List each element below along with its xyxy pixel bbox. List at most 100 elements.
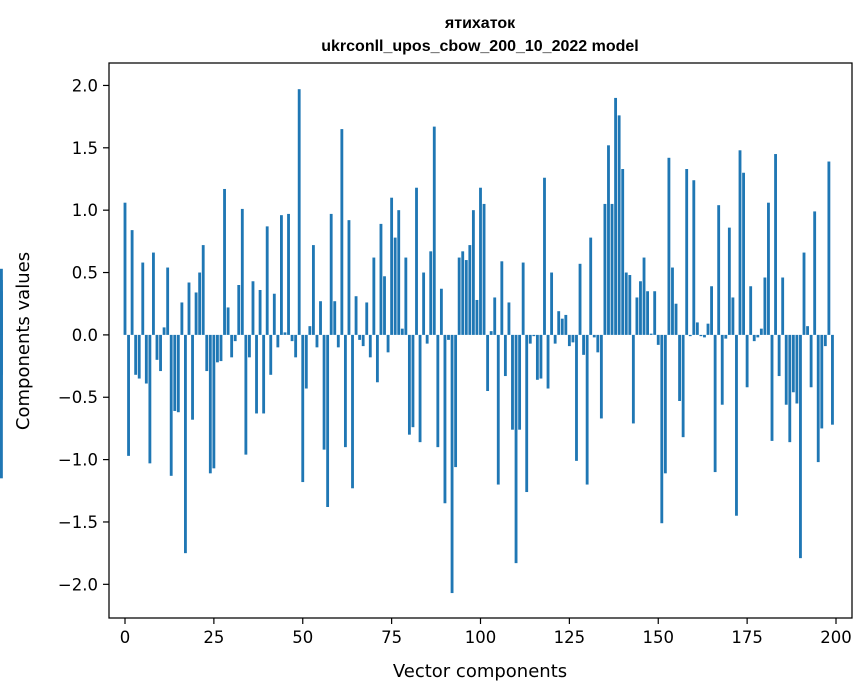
- bar-component-137: [610, 203, 614, 335]
- bar-component-126: [571, 334, 575, 343]
- bar-component-30: [230, 334, 234, 358]
- bar-component-104: [493, 297, 497, 335]
- bar-component-118: [543, 177, 546, 335]
- bar-component-183: [774, 154, 777, 335]
- bar-component-undefined: [0, 334, 3, 400]
- bar-component-124: [564, 314, 568, 335]
- bar-component-56: [322, 334, 326, 450]
- bar-component-159: [688, 334, 692, 337]
- bar-component-158: [685, 169, 689, 335]
- bar-component-65: [354, 296, 358, 335]
- bar-component-18: [187, 282, 191, 335]
- bar-component-71: [375, 334, 379, 383]
- x-tick-label-150: 150: [643, 628, 675, 647]
- bar-component-94: [457, 257, 461, 335]
- bar-component-undefined: [0, 334, 3, 479]
- chart-subtitle: ukrconll_upos_cbow_200_10_2022 model: [321, 38, 638, 55]
- bar-component-22: [201, 245, 205, 335]
- x-tick-label-0: 0: [120, 628, 131, 647]
- bar-component-110: [514, 334, 518, 564]
- bar-component-146: [642, 257, 646, 335]
- bar-component-150: [656, 334, 660, 345]
- bar-component-103: [489, 331, 493, 335]
- bar-component-31: [233, 334, 237, 342]
- bar-component-166: [713, 334, 717, 473]
- bar-component-135: [603, 203, 607, 335]
- bar-component-191: [802, 252, 806, 335]
- bar-component-134: [599, 334, 603, 419]
- bar-component-141: [624, 272, 628, 335]
- x-tick-label-75: 75: [381, 628, 402, 647]
- bar-component-175: [745, 334, 749, 388]
- bar-component-195: [816, 334, 820, 463]
- bar-component-85: [425, 334, 429, 344]
- bar-component-29: [226, 307, 230, 335]
- bar-component-75: [390, 197, 394, 335]
- bar-component-152: [663, 334, 667, 474]
- bar-component-41: [269, 334, 273, 375]
- bar-component-197: [823, 334, 827, 347]
- bar-component-144: [635, 297, 639, 335]
- bar-component-121: [553, 334, 557, 344]
- bar-component-167: [717, 205, 721, 335]
- bar-component-145: [639, 281, 642, 335]
- bar-component-8: [152, 252, 155, 335]
- bar-component-186: [784, 334, 788, 405]
- bar-component-19: [191, 334, 194, 420]
- bar-component-125: [567, 334, 571, 347]
- bar-component-148: [649, 333, 653, 335]
- bars-group: [0, 89, 834, 594]
- bar-component-63: [347, 220, 351, 335]
- bar-component-184: [777, 334, 781, 377]
- bar-component-62: [343, 334, 347, 448]
- bar-component-3: [134, 334, 138, 375]
- bar-component-113: [525, 334, 529, 493]
- bar-component-178: [756, 334, 760, 338]
- bar-component-198: [827, 161, 831, 335]
- bar-component-35: [248, 334, 251, 358]
- bar-component-182: [770, 334, 774, 441]
- chart-title: ятихаток: [444, 15, 516, 32]
- bar-component-162: [699, 334, 703, 337]
- bar-component-149: [653, 291, 657, 335]
- bar-component-50: [301, 334, 305, 483]
- y-tick-label-5: 0.5: [72, 264, 98, 283]
- bar-component-127: [575, 334, 578, 461]
- x-tick-label-50: 50: [292, 628, 313, 647]
- bar-component-189: [795, 334, 799, 404]
- bar-component-45: [283, 332, 287, 335]
- bar-component-57: [326, 334, 330, 507]
- bar-component-88: [436, 334, 440, 448]
- bar-component-196: [820, 334, 824, 429]
- bar-component-12: [166, 267, 170, 335]
- bar-component-36: [251, 281, 255, 335]
- bar-component-168: [720, 334, 724, 405]
- bar-component-122: [557, 311, 561, 335]
- bar-component-87: [432, 126, 436, 335]
- bar-component-105: [496, 334, 500, 485]
- y-tick-label-2: −1.0: [58, 451, 98, 470]
- bar-component-99: [475, 299, 479, 335]
- bar-component-67: [361, 334, 365, 347]
- bar-component-26: [216, 334, 219, 363]
- bar-component-193: [809, 334, 813, 388]
- bar-component-133: [596, 334, 600, 353]
- bar-component-111: [518, 334, 522, 430]
- bar-component-83: [418, 334, 422, 443]
- y-tick-label-6: 1.0: [72, 201, 98, 220]
- bar-component-96: [464, 260, 468, 335]
- bar-component-170: [727, 227, 731, 335]
- bar-component-84: [422, 272, 426, 335]
- bar-component-179: [759, 328, 763, 335]
- bar-component-176: [749, 286, 753, 335]
- bar-component-21: [198, 272, 202, 335]
- bar-component-177: [752, 334, 756, 342]
- bar-component-2: [130, 230, 134, 335]
- bar-component-6: [144, 334, 148, 384]
- bar-component-108: [507, 302, 511, 335]
- bar-component-86: [429, 251, 433, 335]
- y-axis-label: Components values: [13, 252, 34, 430]
- bar-component-77: [397, 210, 401, 335]
- x-tick-label-175: 175: [731, 628, 763, 647]
